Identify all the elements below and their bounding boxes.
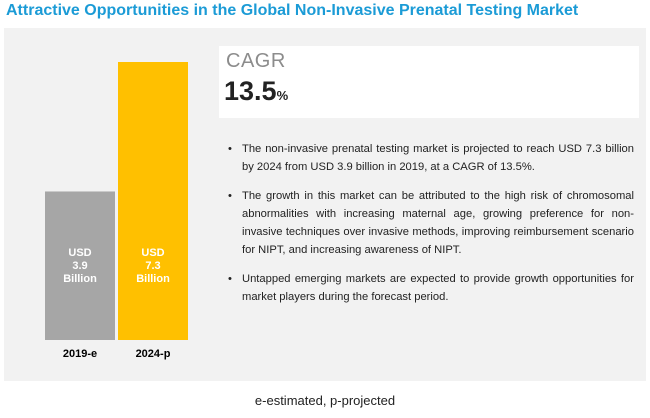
bullet-list: • The non-invasive prenatal testing marke…: [222, 140, 634, 317]
cagr-label: CAGR: [226, 50, 286, 72]
bar-value-label-line: 7.3: [145, 260, 161, 272]
bar-2019-e: [45, 191, 115, 340]
bullet-item: • Untapped emerging markets are expected …: [222, 270, 634, 306]
bar-chart: [45, 62, 188, 340]
cagr-percent-sign: %: [276, 88, 289, 103]
bar-value-label: USD 7.3 Billion: [118, 247, 188, 286]
bar-value-label-line: USD: [141, 247, 165, 259]
footnote: e-estimated, p-projected: [254, 393, 396, 408]
bar-value-label-line: Billion: [136, 273, 170, 285]
cagr-value: 13.5%: [224, 76, 288, 107]
bullet-dot: •: [228, 273, 232, 285]
bar-value-label-line: 3.9: [72, 260, 88, 272]
bar-value-label: USD 3.9 Billion: [45, 247, 115, 286]
bar-2024-p: [118, 62, 188, 340]
x-tick-label: 2024-p: [135, 348, 171, 360]
bullet-text: The non-invasive prenatal testing market…: [242, 143, 634, 173]
content-panel: USD 3.9 Billion USD 7.3 Billion 2019-e 2024-p …: [4, 28, 646, 381]
cagr-number: 13.5: [224, 76, 277, 106]
bar-value-label-line: Billion: [63, 273, 97, 285]
bullet-text: Untapped emerging markets are expected t…: [242, 273, 634, 303]
bullet-dot: •: [228, 190, 232, 202]
bullet-dot: •: [228, 143, 232, 155]
bullet-text: The growth in this market can be attribu…: [242, 190, 634, 256]
bullet-item: • The non-invasive prenatal testing marke…: [222, 140, 634, 176]
chart-title: Attractive Opportunities in the Global N…: [6, 2, 579, 19]
bullet-item: • The growth in this market can be attrib…: [222, 187, 634, 259]
x-tick-label: 2019-e: [62, 348, 98, 360]
cagr-block: CAGR 13.5%: [219, 46, 639, 118]
bar-value-label-line: USD: [68, 247, 92, 259]
